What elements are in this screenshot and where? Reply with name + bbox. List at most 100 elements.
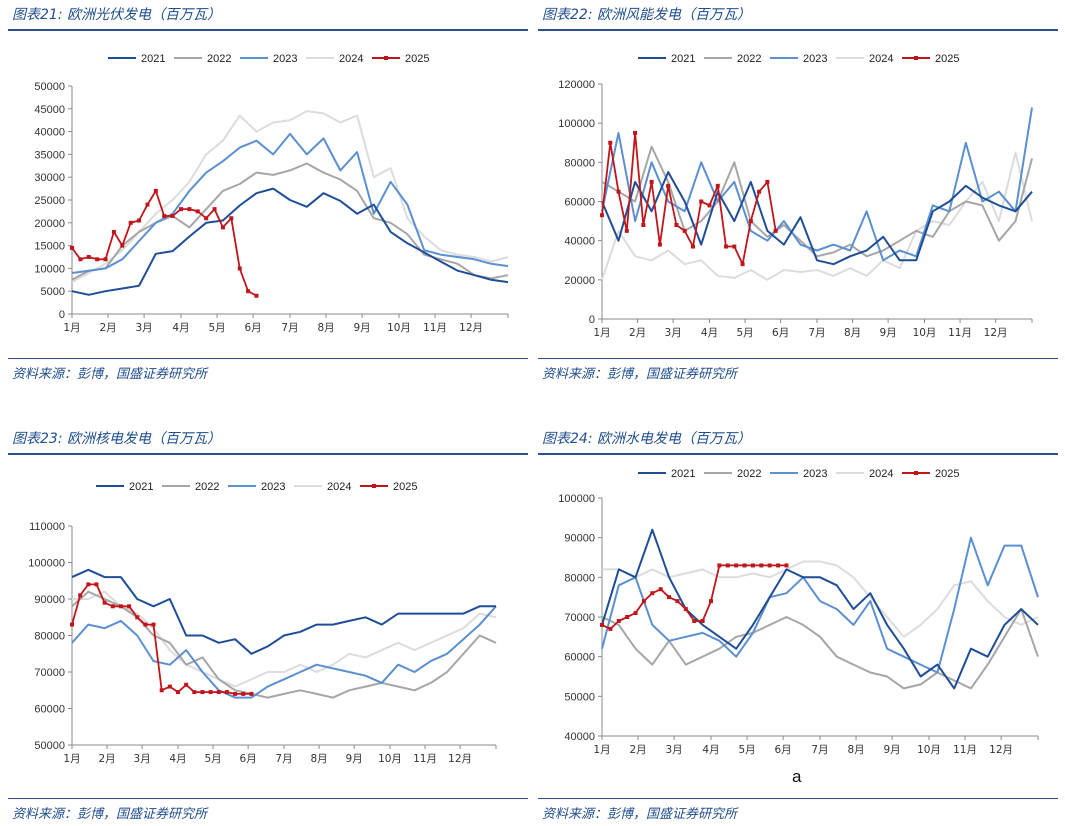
data-point-2025: [162, 213, 167, 218]
y-tick-label: 40000: [34, 127, 65, 139]
data-point-2025: [145, 202, 150, 207]
y-tick-label: 40000: [564, 731, 595, 743]
y-tick-label: 60000: [564, 197, 595, 209]
y-tick-label: 0: [59, 309, 65, 321]
data-point-2025: [600, 213, 604, 218]
source-note: 资料来源：彭博，国盛证券研究所: [12, 367, 208, 382]
data-point-2025: [740, 262, 745, 267]
x-tick-label: 3月: [665, 327, 682, 339]
series-line-2021: [601, 528, 1039, 690]
legend-label-2023: 2023: [273, 53, 297, 65]
series-line-2023: [71, 132, 509, 274]
data-point-2025: [135, 615, 140, 620]
y-tick-label: 100000: [558, 118, 595, 130]
legend-label-2022: 2022: [737, 468, 761, 480]
data-point-2025: [725, 563, 730, 568]
y-tick-label: 20000: [564, 275, 595, 287]
series-line-2022: [601, 145, 1033, 258]
data-point-2025: [608, 626, 613, 631]
source-note: 资料来源：彭博，国盛证券研究所: [12, 807, 208, 822]
x-tick-label: 2月: [629, 327, 646, 339]
legend-label-2022: 2022: [737, 53, 761, 65]
series-line-2024: [71, 110, 509, 283]
x-tick-label: 12月: [989, 744, 1013, 756]
data-point-2025: [616, 618, 621, 623]
data-point-2025: [237, 266, 242, 271]
title-rule: [8, 453, 528, 455]
source-rule: [8, 798, 528, 799]
data-point-2025: [608, 140, 613, 145]
x-tick-label: 6月: [240, 753, 257, 765]
title-rule: [538, 453, 1058, 455]
data-point-2025: [734, 563, 739, 568]
series-line-2024: [602, 560, 1039, 638]
y-tick-label: 60000: [34, 704, 65, 716]
y-tick-label: 80000: [564, 572, 595, 584]
chart-svg: 40000 50000 60000 70000 80000 90000 100000 1月 2月…: [558, 468, 1039, 756]
x-tick-label: 10月: [378, 753, 402, 765]
y-tick-label: 0: [589, 314, 595, 326]
data-point-2025: [717, 563, 722, 568]
x-tick-label: 8月: [310, 753, 327, 765]
x-tick-label: 8月: [847, 744, 864, 756]
series-line-2023: [601, 536, 1039, 674]
series-line-2021: [601, 171, 1033, 266]
legend-marker-2025: [914, 56, 918, 60]
x-tick-label: 12月: [459, 322, 483, 334]
data-point-2025: [625, 615, 630, 619]
data-point-2025: [120, 243, 125, 248]
data-point-2025: [674, 223, 679, 227]
data-point-2025: [667, 595, 672, 600]
x-tick-label: 5月: [738, 744, 755, 756]
data-point-2025: [153, 188, 158, 193]
chart-panel-nuclear: 图表23: 欧洲核电发电（百万瓦） 50000 60000 70000 80000 90…: [8, 424, 528, 824]
source-note: 资料来源：彭博，国盛证券研究所: [542, 807, 738, 822]
y-tick-label: 50000: [34, 81, 65, 93]
x-tick-label: 4月: [169, 753, 186, 765]
data-point-2025: [103, 257, 108, 262]
x-tick-label: 10月: [917, 744, 941, 756]
data-point-2025: [170, 213, 175, 218]
data-point-2025: [167, 684, 172, 689]
data-point-2025: [127, 604, 132, 609]
x-tick-label: 4月: [172, 322, 189, 334]
chart-title: 图表22: 欧洲风能发电（百万瓦）: [542, 7, 751, 23]
data-point-2025: [633, 130, 638, 135]
data-point-2025: [118, 604, 123, 609]
x-tick-label: 6月: [245, 322, 262, 334]
data-point-2025: [86, 582, 91, 587]
data-point-2025: [759, 563, 764, 568]
x-tick-label: 3月: [136, 322, 153, 334]
legend-label-2021: 2021: [671, 53, 695, 65]
series-line-2024: [72, 590, 497, 688]
x-tick-label: 9月: [880, 327, 897, 339]
y-tick-label: 15000: [34, 241, 65, 253]
x-tick-label: 4月: [702, 744, 719, 756]
x-tick-label: 11月: [948, 327, 972, 339]
data-point-2025: [624, 228, 629, 233]
data-point-2025: [748, 219, 753, 224]
y-tick-label: 45000: [34, 104, 65, 116]
data-point-2025: [773, 228, 778, 233]
data-point-2025: [666, 183, 671, 188]
data-point-2025: [254, 293, 259, 298]
legend-label-2022: 2022: [207, 53, 231, 65]
data-point-2025: [187, 207, 192, 212]
x-tick-label: 6月: [775, 744, 792, 756]
x-tick-label: 5月: [208, 322, 225, 334]
x-tick-label: 2月: [99, 322, 116, 334]
data-point-2025: [715, 183, 720, 188]
data-point-2025: [200, 690, 205, 695]
data-point-2025: [616, 189, 621, 194]
data-point-2025: [657, 242, 662, 247]
data-point-2025: [229, 216, 234, 221]
data-point-2025: [151, 622, 156, 627]
data-point-2025: [650, 591, 655, 596]
legend-label-2024: 2024: [339, 53, 363, 65]
data-point-2025: [159, 688, 164, 693]
y-tick-label: 35000: [34, 149, 65, 161]
x-tick-label: 2月: [629, 744, 646, 756]
data-point-2025: [724, 244, 729, 249]
data-point-2025: [641, 223, 646, 227]
data-point-2025: [682, 228, 687, 233]
